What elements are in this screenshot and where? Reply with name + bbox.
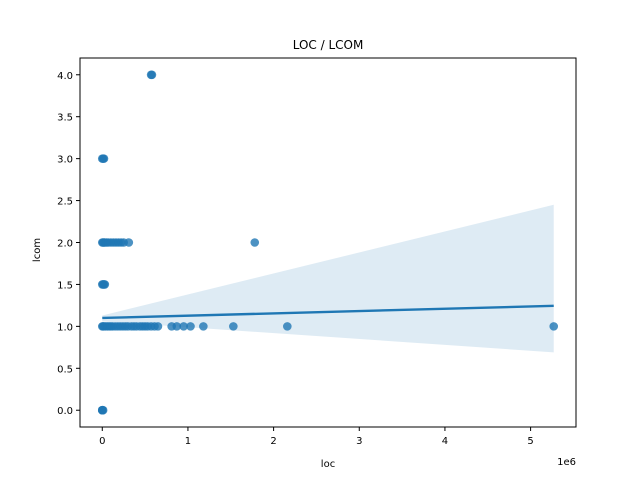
y-tick-label: 4.0 [57,71,73,82]
scatter-point [124,238,134,247]
scatter-point [229,322,238,331]
scatter-point [99,154,109,163]
scatter-point [100,280,110,289]
y-tick-label: 2.0 [57,239,73,250]
ticks: 0 1 2 3 4 5 0.0 0.5 1.0 1.5 2.0 2.5 3.0 3.5 4.0 [57,71,534,447]
y-tick-label: 0.0 [57,406,73,417]
regression-line [102,304,554,320]
y-tick-label: 1.5 [57,280,73,291]
x-axis-offset-label: 1e6 [557,457,576,468]
x-tick-label: 2 [270,436,276,447]
scatter-point [549,322,559,331]
scatter-point [147,70,157,80]
y-tick-label: 2.5 [57,197,73,208]
scatter-point [199,322,208,331]
plot-area [97,70,559,415]
y-tick-label: 1.0 [57,322,73,333]
y-tick-label: 3.0 [57,155,73,166]
y-tick-label: 3.5 [57,113,73,124]
y-tick-label: 0.5 [57,364,73,375]
chart-title: LOC / LCOM [293,38,364,52]
scatter-point [179,322,188,331]
x-axis-label: loc [321,459,335,470]
scatter-point [186,322,195,331]
x-tick-label: 0 [99,436,105,447]
scatter-point [97,405,107,415]
y-axis-label: lcom [32,238,43,262]
scatter-point [250,238,260,247]
x-tick-label: 4 [442,436,448,447]
x-tick-label: 3 [356,436,362,447]
x-tick-label: 1 [185,436,191,447]
scatter-point [153,322,163,331]
scatter-point [283,322,292,331]
scatter-point [172,322,182,331]
x-tick-label: 5 [527,436,533,447]
